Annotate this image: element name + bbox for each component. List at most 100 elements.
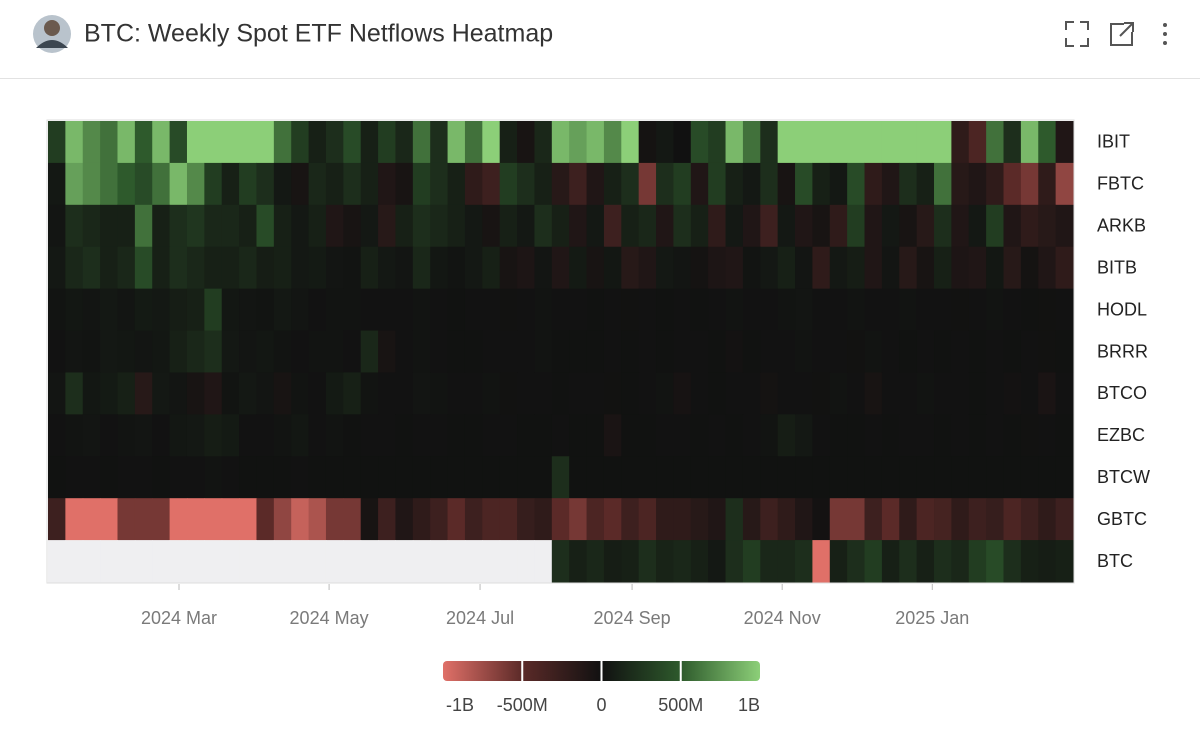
cell: [603, 456, 622, 499]
cell: [690, 498, 709, 541]
cell: [951, 288, 970, 332]
no-data-cell: [82, 540, 101, 583]
cell: [968, 414, 987, 457]
cell: [343, 121, 362, 164]
cell: [291, 288, 310, 332]
x-tick-label: 2024 Jul: [446, 608, 514, 628]
cell: [152, 246, 171, 290]
no-data-cell: [430, 540, 449, 583]
no-data-cell: [534, 540, 553, 583]
cell: [256, 456, 275, 499]
cell: [48, 456, 66, 499]
no-data-cell: [117, 540, 136, 583]
no-data-cell: [152, 540, 171, 583]
cell: [899, 121, 918, 164]
cell: [499, 330, 518, 373]
cell: [777, 498, 796, 541]
cell: [412, 288, 431, 332]
cell: [812, 456, 831, 499]
cell: [569, 204, 588, 248]
cell: [934, 330, 952, 373]
cell: [204, 204, 223, 248]
cell: [430, 162, 449, 206]
colorbar-label: 1B: [738, 695, 760, 715]
cell: [847, 288, 866, 332]
cell: [638, 330, 657, 373]
cell: [777, 330, 796, 373]
cell: [221, 372, 240, 415]
cell: [534, 246, 553, 290]
cell: [1038, 330, 1057, 373]
cell: [517, 246, 535, 290]
cell: [430, 246, 449, 290]
cell: [65, 246, 84, 290]
cell: [499, 246, 518, 290]
menu-button[interactable]: [1163, 23, 1167, 45]
cell: [447, 162, 466, 206]
cell: [690, 288, 709, 332]
cell: [464, 372, 483, 415]
cell: [291, 330, 310, 373]
cell: [690, 372, 709, 415]
cell: [256, 330, 275, 373]
cell: [1003, 288, 1022, 332]
cell: [881, 246, 900, 290]
cell: [1003, 121, 1022, 164]
cell: [760, 456, 779, 499]
cell: [1038, 372, 1057, 415]
cell: [360, 498, 379, 541]
cell: [464, 288, 483, 332]
cell: [273, 121, 292, 164]
cell: [273, 456, 292, 499]
cell: [551, 121, 570, 164]
cell: [1020, 540, 1039, 583]
cell: [204, 456, 223, 499]
cell: [186, 162, 205, 206]
cell: [847, 204, 866, 248]
cell: [603, 162, 622, 206]
cell: [812, 498, 831, 541]
x-tick-label: 2024 Mar: [141, 608, 217, 628]
cell: [1020, 246, 1039, 290]
cell: [100, 121, 118, 164]
cell: [447, 372, 466, 415]
cell: [65, 372, 84, 415]
cell: [968, 330, 987, 373]
cell: [169, 330, 188, 373]
cell: [1020, 121, 1039, 164]
cell: [777, 456, 796, 499]
cell: [603, 204, 622, 248]
cell: [829, 540, 848, 583]
cell: [378, 246, 396, 290]
cell: [1055, 540, 1074, 583]
cell: [48, 121, 66, 164]
cell: [134, 288, 153, 332]
cell: [690, 330, 709, 373]
cell: [986, 456, 1005, 499]
cell: [447, 456, 466, 499]
cell: [621, 288, 640, 332]
cell: [934, 204, 952, 248]
cell: [1003, 246, 1022, 290]
fullscreen-button[interactable]: [1065, 21, 1089, 47]
cell: [881, 372, 900, 415]
cell: [708, 372, 727, 415]
cell: [325, 121, 344, 164]
cell: [395, 456, 414, 499]
cell: [777, 204, 796, 248]
cell: [742, 162, 761, 206]
open-button[interactable]: [1110, 22, 1134, 46]
cell: [360, 246, 379, 290]
cell: [273, 162, 292, 206]
cell: [1038, 162, 1057, 206]
cell: [239, 498, 257, 541]
cell: [152, 330, 171, 373]
header-icons: [1065, 21, 1167, 47]
cell: [586, 246, 605, 290]
cell: [847, 456, 866, 499]
cell: [864, 162, 883, 206]
cell: [256, 288, 275, 332]
cell: [100, 330, 118, 373]
cell: [134, 246, 153, 290]
cell: [152, 456, 171, 499]
